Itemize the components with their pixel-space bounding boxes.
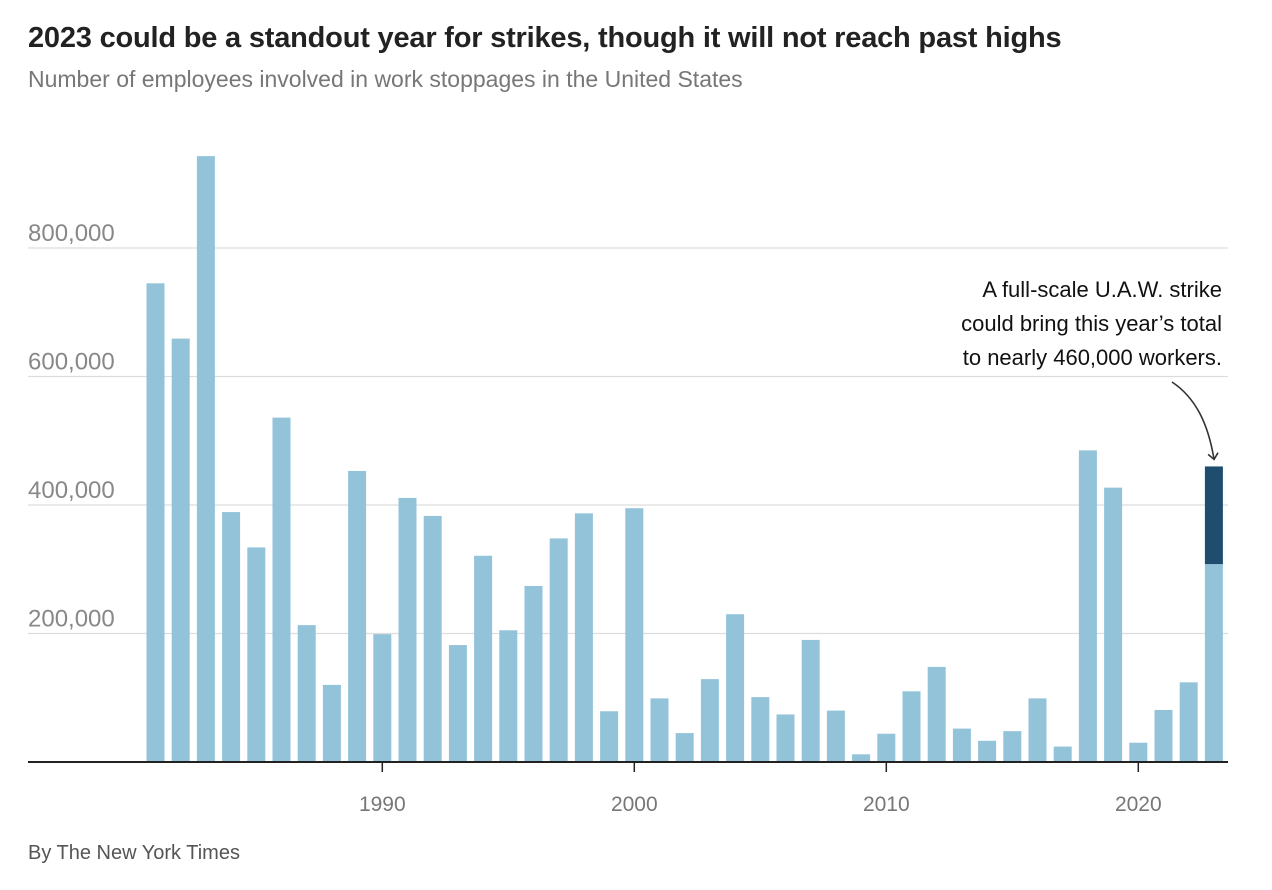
bar-2023 [1204, 564, 1223, 762]
x-tick-label-2010: 2010 [863, 793, 910, 816]
bar-2011 [902, 691, 921, 762]
y-axis: 200,000 400,000 600,000 800,000 [28, 220, 115, 633]
bar-2013 [952, 728, 971, 762]
bar-1985 [247, 547, 266, 762]
bar-1992 [423, 515, 442, 762]
bar-1999 [600, 711, 619, 762]
source-credit: By The New York Times [28, 842, 240, 864]
bar-1994 [474, 555, 493, 762]
bar-1989 [348, 470, 367, 762]
bar-1981 [146, 283, 165, 762]
bar-2000 [625, 508, 644, 762]
annotation-arrow [1171, 381, 1219, 461]
bar-1988 [322, 684, 341, 762]
bar-2015 [1003, 731, 1022, 762]
bar-2004 [726, 614, 745, 762]
bar-2020 [1129, 742, 1148, 762]
bar-2012 [927, 666, 946, 762]
annotation-line-3: to nearly 460,000 workers. [963, 345, 1222, 370]
bar-2022 [1179, 682, 1198, 762]
bar-2014 [978, 740, 997, 762]
chart-subtitle: Number of employees involved in work sto… [28, 66, 743, 92]
bar-2001 [650, 698, 669, 762]
bar-2008 [826, 710, 845, 762]
annotation-line-1: A full-scale U.A.W. strike [982, 277, 1222, 302]
y-tick-label-800000: 800,000 [28, 220, 115, 247]
bar-1997 [549, 538, 568, 762]
bar-1986 [272, 417, 291, 762]
bar-1998 [574, 513, 593, 762]
bar-2009 [852, 754, 871, 762]
bar-1996 [524, 585, 543, 762]
x-tick-label-1990: 1990 [359, 793, 406, 816]
bar-2021 [1154, 709, 1173, 762]
x-axis: 1990 2000 2010 2020 [359, 762, 1162, 816]
bar-1982 [171, 338, 190, 762]
bar-1990 [373, 634, 392, 762]
bar-2002 [675, 733, 694, 762]
bar-2018 [1078, 450, 1097, 762]
bar-2007 [801, 639, 820, 762]
bar-1991 [398, 497, 417, 762]
y-tick-label-200000: 200,000 [28, 606, 115, 633]
bar-2010 [877, 733, 896, 762]
bar-2005 [751, 697, 770, 762]
bar-1987 [297, 625, 316, 762]
y-tick-label-400000: 400,000 [28, 477, 115, 504]
y-tick-label-600000: 600,000 [28, 349, 115, 376]
bar-1984 [222, 512, 241, 762]
bars [146, 156, 1223, 762]
x-tick-label-2020: 2020 [1115, 793, 1162, 816]
bar-2017 [1053, 746, 1072, 762]
bar-2019 [1104, 487, 1123, 762]
bar-2006 [776, 714, 795, 762]
bar-1983 [196, 156, 215, 762]
bar-2016 [1028, 698, 1047, 762]
bar-2023-projection [1204, 466, 1223, 565]
annotation: A full-scale U.A.W. strike could bring th… [961, 277, 1222, 461]
annotation-line-2: could bring this year’s total [961, 311, 1222, 336]
bar-1993 [448, 645, 467, 762]
chart-title: 2023 could be a standout year for strike… [28, 22, 1062, 54]
x-tick-label-2000: 2000 [611, 793, 658, 816]
bar-2003 [700, 679, 719, 762]
bar-1995 [499, 630, 518, 762]
